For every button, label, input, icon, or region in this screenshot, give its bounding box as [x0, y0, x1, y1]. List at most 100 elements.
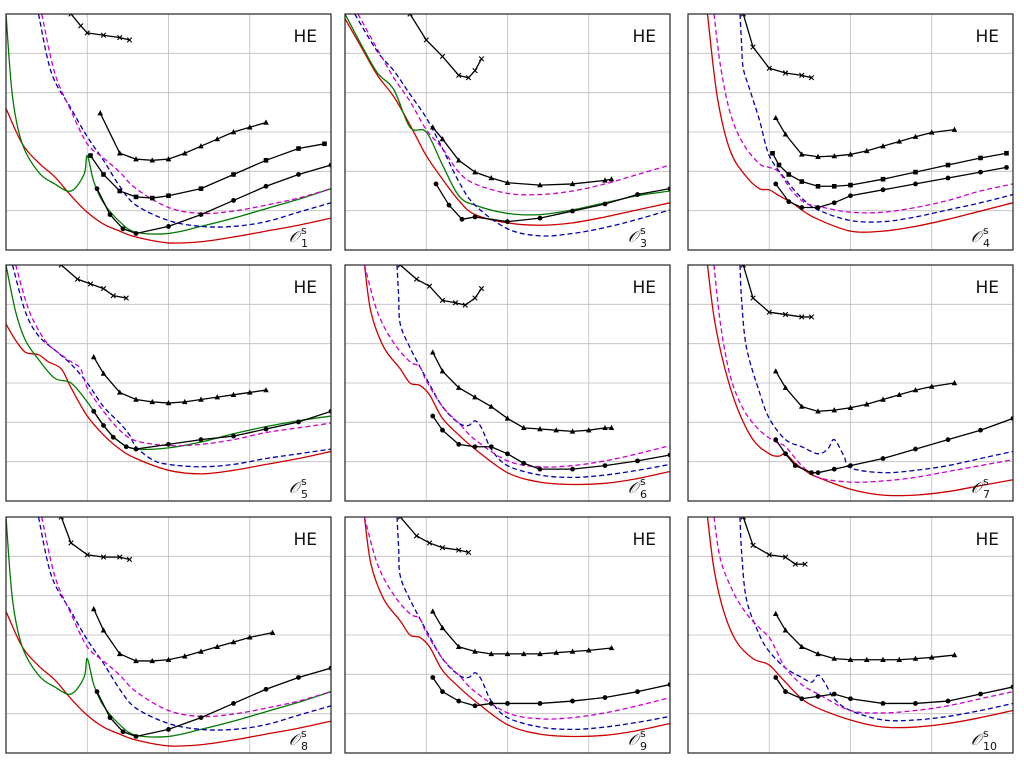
series-line-3: [742, 517, 805, 565]
dot-marker: [792, 463, 798, 468]
dot-marker: [488, 701, 494, 706]
triangle-marker: [608, 424, 615, 431]
triangle-marker: [772, 114, 779, 121]
triangle-marker: [815, 408, 821, 414]
series-markers-4: [772, 114, 958, 159]
triangle-marker: [181, 398, 188, 405]
x-marker: [462, 302, 468, 308]
series-markers-6: [91, 408, 331, 452]
series-markers-4: [68, 14, 133, 43]
series-markers-5: [97, 110, 269, 163]
dot-marker: [815, 470, 821, 476]
chart-title: HE: [293, 27, 317, 47]
triangle-marker: [472, 169, 478, 175]
dot-marker: [456, 698, 462, 704]
series-markers-4: [772, 610, 958, 662]
x-marker: [472, 295, 478, 301]
series-line-2: [37, 14, 331, 228]
x-marker: [750, 542, 756, 549]
dot-marker: [848, 193, 853, 199]
x-marker: [110, 292, 116, 299]
x-marker: [126, 556, 133, 563]
dot-marker: [783, 451, 788, 457]
x-marker: [84, 30, 90, 36]
panel-label-sup: s: [983, 727, 989, 740]
series-group: [706, 14, 1013, 233]
triangle-marker: [133, 396, 139, 402]
triangle-marker: [928, 654, 935, 660]
square-marker: [880, 176, 886, 182]
triangle-marker: [429, 349, 436, 355]
triangle-marker: [608, 644, 615, 651]
x-marker: [58, 517, 64, 520]
triangle-marker: [133, 156, 139, 162]
dot-marker: [773, 675, 779, 680]
panel-label-sub: 1: [301, 237, 308, 250]
triangle-marker: [951, 652, 958, 658]
dot-marker: [978, 169, 983, 175]
triangle-marker: [912, 133, 919, 139]
series-group: [363, 517, 670, 738]
triangle-marker: [537, 426, 543, 432]
dot-marker: [505, 219, 510, 225]
panel-label-sub: 6: [640, 488, 647, 501]
dot-marker: [263, 183, 269, 189]
x-marker: [117, 34, 123, 41]
dot-marker: [848, 696, 853, 702]
series-line-3: [41, 14, 331, 215]
triangle-marker: [230, 391, 237, 397]
triangle-marker: [214, 136, 221, 142]
dot-marker: [120, 729, 126, 735]
series-markers-5: [773, 416, 1013, 476]
triangle-marker: [149, 157, 156, 163]
triangle-marker: [472, 648, 478, 654]
triangle-marker: [585, 427, 592, 433]
series-markers-3: [740, 14, 815, 81]
dot-marker: [880, 187, 886, 193]
panel-label-sup: s: [983, 475, 989, 488]
x-marker: [782, 311, 789, 318]
triangle-marker: [863, 147, 870, 154]
dot-marker: [231, 198, 236, 203]
dot-marker: [459, 216, 465, 222]
series-line-3: [742, 265, 812, 318]
triangle-marker: [269, 629, 276, 635]
triangle-marker: [880, 656, 886, 662]
triangle-marker: [165, 156, 172, 162]
dot-marker: [602, 695, 608, 700]
x-marker: [472, 67, 478, 74]
dot-marker: [809, 470, 814, 476]
x-marker: [439, 53, 446, 60]
x-marker: [426, 283, 433, 289]
triangle-marker: [90, 606, 97, 612]
triangle-marker: [537, 182, 543, 188]
series-line-3: [742, 14, 812, 79]
triangle-marker: [90, 354, 97, 360]
triangle-marker: [246, 124, 253, 130]
series-line-3: [41, 517, 331, 718]
x-marker: [123, 295, 129, 301]
series-line-2: [713, 517, 1013, 714]
dot-marker: [263, 686, 269, 692]
dot-marker: [133, 231, 139, 236]
square-marker: [831, 183, 837, 189]
x-marker: [126, 37, 133, 43]
x-marker: [413, 533, 420, 539]
square-marker: [978, 155, 983, 161]
series-markers-3: [397, 265, 485, 308]
square-marker: [101, 172, 106, 177]
series-markers-5: [429, 124, 615, 188]
triangle-marker: [439, 368, 446, 374]
series-line-4: [432, 611, 612, 655]
series-line-0: [363, 517, 670, 738]
dot-marker: [570, 698, 575, 704]
series-group: [6, 265, 331, 475]
plot-frame: [687, 264, 1014, 502]
triangle-marker: [951, 126, 958, 132]
series-line-4: [775, 613, 955, 661]
x-marker: [799, 72, 805, 79]
dot-marker: [913, 446, 918, 452]
series-markers-4: [772, 368, 958, 414]
x-marker: [68, 14, 74, 17]
x-marker: [100, 32, 107, 38]
